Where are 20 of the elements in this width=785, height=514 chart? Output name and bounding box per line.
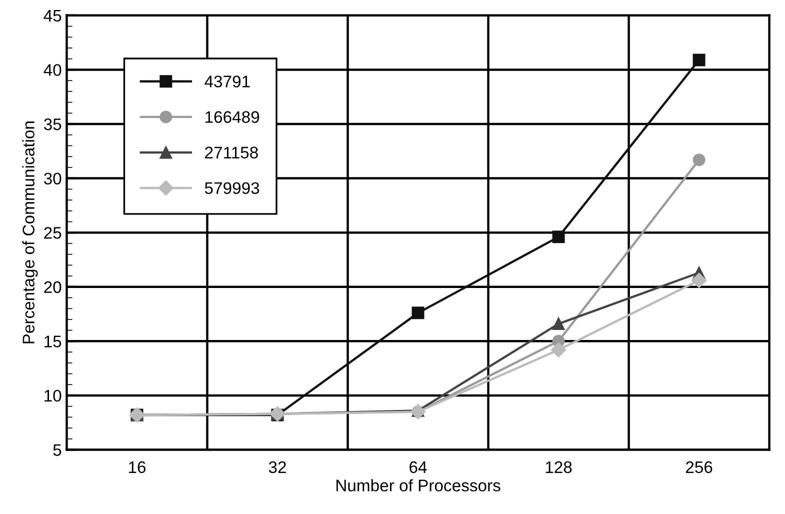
- legend-label: 579993: [204, 182, 260, 194]
- y-tick-label: 20: [44, 281, 62, 294]
- y-tick-label: 5: [53, 444, 62, 456]
- legend-label: 166489: [206, 111, 260, 123]
- x-axis-title: Number of Processors: [336, 479, 500, 492]
- y-tick-label: 35: [44, 118, 62, 130]
- legend-label: 43791: [204, 76, 250, 88]
- x-tick-label: 32: [268, 461, 286, 474]
- legend-label: 271158: [205, 146, 258, 158]
- y-tick-label: 25: [44, 226, 62, 239]
- x-tick-label: 64: [410, 461, 427, 474]
- x-tick-label: 128: [546, 461, 572, 474]
- y-tick-label: 30: [44, 172, 62, 184]
- x-tick-label: 256: [686, 461, 712, 474]
- y-axis-title: Percentage of Communication: [22, 122, 38, 344]
- x-tick-label: 16: [128, 461, 146, 474]
- y-tick-label: 45: [44, 10, 62, 22]
- y-tick-label: 40: [44, 64, 62, 76]
- y-tick-label: 15: [44, 336, 62, 348]
- y-tick-label: 10: [44, 390, 62, 402]
